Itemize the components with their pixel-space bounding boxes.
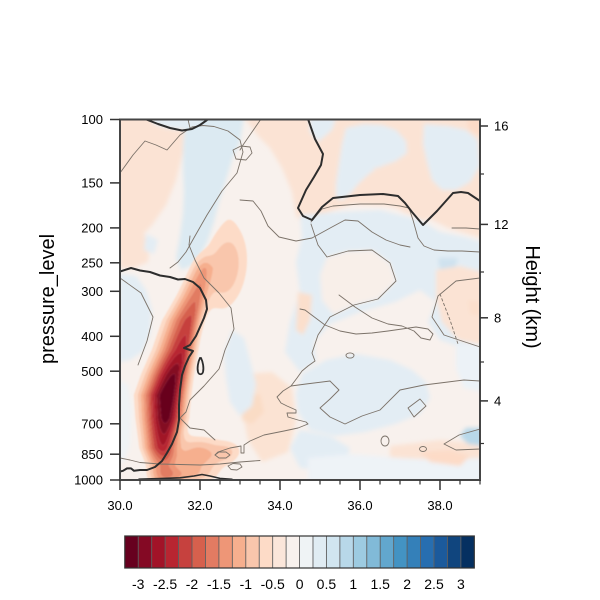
svg-text:500: 500 xyxy=(81,364,103,379)
svg-text:34.0: 34.0 xyxy=(267,498,292,513)
svg-text:Height (km): Height (km) xyxy=(521,245,543,348)
svg-text:0: 0 xyxy=(296,576,304,592)
svg-text:-1: -1 xyxy=(240,576,253,592)
svg-text:150: 150 xyxy=(81,176,103,191)
svg-text:-2: -2 xyxy=(186,576,199,592)
svg-text:36.0: 36.0 xyxy=(347,498,372,513)
svg-text:100: 100 xyxy=(81,112,103,127)
svg-text:200: 200 xyxy=(81,221,103,236)
svg-text:8: 8 xyxy=(494,310,501,325)
svg-text:12: 12 xyxy=(494,217,508,232)
svg-text:32.0: 32.0 xyxy=(187,498,212,513)
svg-text:1: 1 xyxy=(349,576,357,592)
svg-text:3: 3 xyxy=(457,576,465,592)
svg-text:2.5: 2.5 xyxy=(424,576,444,592)
svg-text:700: 700 xyxy=(81,416,103,431)
svg-text:1.5: 1.5 xyxy=(370,576,390,592)
svg-text:16: 16 xyxy=(494,119,508,134)
svg-text:-2.5: -2.5 xyxy=(153,576,177,592)
svg-text:850: 850 xyxy=(81,447,103,462)
svg-text:-1.5: -1.5 xyxy=(207,576,231,592)
svg-text:30.0: 30.0 xyxy=(107,498,132,513)
svg-text:38.0: 38.0 xyxy=(427,498,452,513)
svg-text:1000: 1000 xyxy=(74,473,103,488)
svg-text:4: 4 xyxy=(494,394,501,409)
svg-text:250: 250 xyxy=(81,255,103,270)
svg-text:2: 2 xyxy=(403,576,411,592)
svg-text:pressure_level: pressure_level xyxy=(37,234,59,364)
svg-text:300: 300 xyxy=(81,284,103,299)
svg-text:-3: -3 xyxy=(132,576,145,592)
svg-text:400: 400 xyxy=(81,329,103,344)
svg-text:-0.5: -0.5 xyxy=(261,576,285,592)
svg-text:0.5: 0.5 xyxy=(317,576,337,592)
